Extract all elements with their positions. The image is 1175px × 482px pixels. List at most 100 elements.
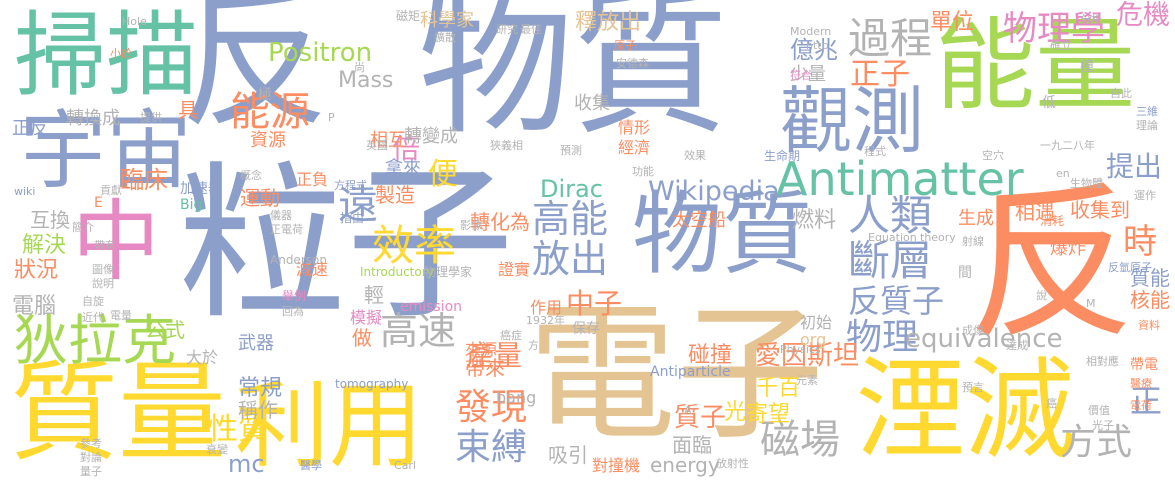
- word: Wikipedia: [648, 176, 780, 207]
- word: 空穴: [982, 149, 1004, 162]
- word: 觀測: [780, 79, 925, 163]
- word: 能源: [230, 89, 310, 135]
- word: 符合: [790, 69, 812, 82]
- word: 宇宙: [20, 101, 192, 201]
- word: 達成: [1006, 339, 1028, 352]
- word: 說: [1036, 289, 1047, 302]
- word: 作用: [530, 298, 563, 317]
- word: 物質: [632, 182, 812, 287]
- word: emission: [400, 299, 463, 315]
- word: 少量: [790, 64, 826, 85]
- word: 資料: [1138, 319, 1160, 332]
- word: 經濟: [618, 138, 651, 157]
- word: 倍: [392, 132, 421, 165]
- word: 轉化為: [470, 210, 530, 234]
- word: 來源: [465, 340, 498, 359]
- word: 模擬: [350, 308, 383, 327]
- word: 極: [258, 87, 272, 103]
- word: 證實: [498, 260, 531, 279]
- word: Positron: [268, 38, 373, 68]
- word: 量子: [80, 465, 102, 478]
- word: 帶有: [94, 239, 116, 252]
- word: 反: [968, 166, 1136, 362]
- word: 生命期: [764, 149, 801, 163]
- word: 方程式: [334, 179, 367, 192]
- word: 撞: [1080, 59, 1094, 75]
- word: 電量: [110, 309, 132, 322]
- word: 狄拉克: [14, 309, 176, 372]
- word: 情形: [618, 118, 651, 137]
- word: 減速: [296, 260, 329, 279]
- word: 預言: [962, 381, 984, 394]
- word: 最佳: [520, 23, 542, 36]
- word: 自此: [1110, 87, 1132, 100]
- word: bang: [496, 388, 537, 407]
- word: 具: [178, 98, 198, 122]
- word: 常規: [238, 376, 283, 401]
- word: 1932年: [526, 314, 565, 327]
- word: 醫療: [1130, 377, 1152, 390]
- word: 方: [528, 339, 539, 352]
- word: 射線: [962, 235, 984, 248]
- word: 資源: [250, 130, 286, 151]
- word: 分析: [1080, 13, 1102, 26]
- word: 正電荷: [270, 223, 303, 236]
- word: 正子: [850, 57, 910, 92]
- word: Equation: [868, 231, 917, 244]
- word: 運動: [240, 186, 280, 210]
- word: theory: [920, 231, 956, 244]
- word: Big: [180, 197, 203, 213]
- word: Hole: [122, 15, 147, 28]
- word: 便: [428, 157, 458, 192]
- word: 電荷: [1130, 399, 1152, 412]
- word: 運作: [1134, 189, 1156, 202]
- word: 成像: [962, 324, 984, 337]
- word: 做: [352, 326, 372, 350]
- word: 圖像: [92, 263, 114, 276]
- word: org: [800, 330, 827, 349]
- word: en: [1056, 167, 1070, 180]
- word: 過程: [848, 14, 933, 63]
- word: 效果: [684, 149, 706, 162]
- word: http: [806, 39, 829, 52]
- word: Modern: [790, 25, 832, 38]
- word: 貢獻: [100, 184, 122, 197]
- word: Dirac: [540, 175, 603, 203]
- word: 反氫原子: [1108, 261, 1152, 274]
- word: 高速: [380, 309, 457, 353]
- word: 武器: [238, 333, 274, 354]
- word: 初始: [800, 313, 833, 332]
- word: 衰變: [206, 443, 228, 456]
- word: 效率: [372, 221, 457, 270]
- word: 轉變成: [404, 126, 458, 147]
- word: 概念: [240, 169, 262, 182]
- word: 解決: [22, 233, 67, 258]
- word: 間: [958, 265, 972, 281]
- word: 公式: [145, 318, 185, 342]
- word: 中: [72, 190, 161, 293]
- word: 放出: [532, 237, 609, 281]
- word: 對論: [80, 451, 102, 464]
- word: Introductory: [360, 265, 434, 279]
- word: wiki: [14, 185, 36, 198]
- word: P: [328, 111, 335, 124]
- word: 功能: [632, 165, 654, 178]
- word: 轉換成: [66, 108, 120, 129]
- word: 質量: [10, 351, 227, 476]
- word: 相對應: [1086, 355, 1119, 368]
- word: 舉例: [282, 289, 307, 303]
- word: 產量: [466, 339, 523, 372]
- word: 利用: [235, 372, 424, 481]
- word: 元素: [796, 374, 818, 387]
- word: 消耗: [1040, 214, 1065, 228]
- word: 近代: [82, 311, 104, 324]
- word: 小於: [110, 47, 132, 60]
- word: 影像: [460, 219, 482, 232]
- word: 理論: [1136, 119, 1158, 132]
- word: 億兆: [790, 36, 838, 64]
- word: 光: [724, 400, 747, 425]
- word: 物質: [418, 0, 728, 156]
- word: 原子: [614, 39, 636, 52]
- word: 保存: [572, 321, 600, 337]
